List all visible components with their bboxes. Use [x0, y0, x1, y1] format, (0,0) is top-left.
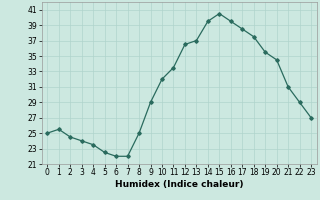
X-axis label: Humidex (Indice chaleur): Humidex (Indice chaleur): [115, 180, 244, 189]
